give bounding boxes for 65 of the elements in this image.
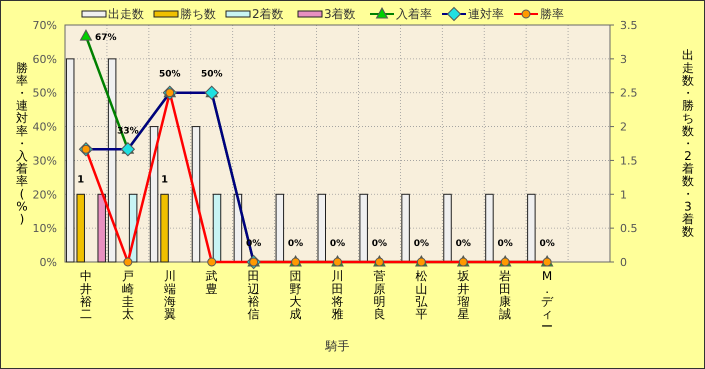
x-tick-label: 松山弘平 [415,269,428,321]
data-label: 67% [94,33,117,44]
y-tick-label: 30% [32,154,57,168]
legend-label: 2着数 [252,7,284,21]
bar [485,194,494,262]
data-label: 1 [77,174,84,186]
legend-label: 3着数 [324,7,356,21]
y2-tick-label: 1 [620,188,627,202]
bar [276,194,284,262]
y-tick-label: 20% [32,188,57,202]
bar [359,194,368,262]
x-tick-label: 団野大成 [290,269,302,321]
bar [443,194,452,262]
data-label: 1 [161,174,168,186]
bar [318,194,326,262]
legend-label: 入着率 [396,7,432,21]
legend-label: 勝率 [540,7,564,21]
y2-tick-label: 3.5 [620,19,638,32]
bar [527,194,536,262]
data-label: 0% [498,239,513,249]
y2-tick-label: 1.5 [620,154,638,168]
legend-label: 連対率 [468,7,504,21]
y-tick-label: 60% [32,52,57,66]
x-tick-label: 川田将雅 [330,269,344,321]
bar [401,194,410,262]
data-label: 50% [200,70,223,80]
x-tick-label: 坂井瑠星 [456,269,470,321]
bar [108,58,116,262]
y2-tick-label: 2.5 [620,86,638,100]
y2-tick-label: 0 [620,256,627,269]
text: 勝率・連対率・入着率(%) [16,60,28,226]
bar [192,126,200,262]
data-label: 0% [330,239,346,249]
x-tick-label: M.ディー [541,269,554,334]
x-tick-label: 岩田康誠 [499,269,512,321]
x-tick-label: 戸崎圭太 [122,269,134,321]
bar [76,194,85,262]
data-label: 0% [456,239,471,249]
data-label: 0% [372,239,388,249]
x-axis-title: 騎手 [324,339,350,353]
y2-tick-label: 2 [620,120,627,134]
bar [150,126,158,262]
y-tick-label: 40% [32,120,57,134]
data-label: 0% [539,239,555,249]
y-tick-label: 10% [32,222,57,236]
y-tick-label: 50% [32,86,57,100]
data-label: 0% [288,239,304,249]
data-label: 50% [159,70,181,80]
legend-label: 出走数 [108,7,144,21]
x-tick-label: 中井裕二 [80,269,92,321]
legend-label: 勝ち数 [180,7,216,21]
x-tick-label: 田辺裕信 [248,269,260,321]
bar [97,194,106,262]
bar [66,58,74,262]
x-tick-label: 菅原明良 [373,269,386,321]
x-tick-label: 川端海翼 [164,269,176,321]
text: 出走数・勝ち数・2着数・3着数 [682,48,694,239]
y-tick-label: 70% [32,19,57,32]
bar [212,194,222,262]
y2-tick-label: 3 [620,52,627,66]
y2-tick-label: 0.5 [620,222,638,236]
y-tick-label: 0% [40,256,57,269]
data-label: 0% [414,239,429,249]
x-tick-label: 武豊 [206,269,218,296]
bar [160,194,169,262]
